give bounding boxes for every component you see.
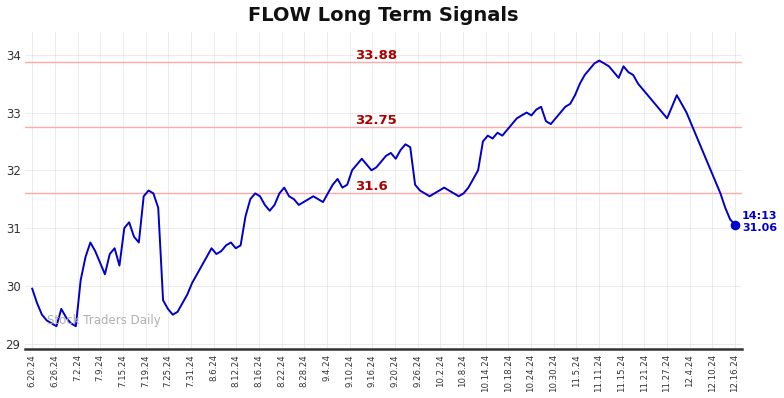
Point: [728, 221, 741, 228]
Text: 31.6: 31.6: [355, 180, 388, 193]
Text: Stock Traders Daily: Stock Traders Daily: [47, 314, 161, 327]
Title: FLOW Long Term Signals: FLOW Long Term Signals: [249, 6, 519, 25]
Text: 33.88: 33.88: [355, 49, 397, 62]
Text: 14:13
31.06: 14:13 31.06: [742, 211, 778, 232]
Text: 32.75: 32.75: [355, 114, 397, 127]
